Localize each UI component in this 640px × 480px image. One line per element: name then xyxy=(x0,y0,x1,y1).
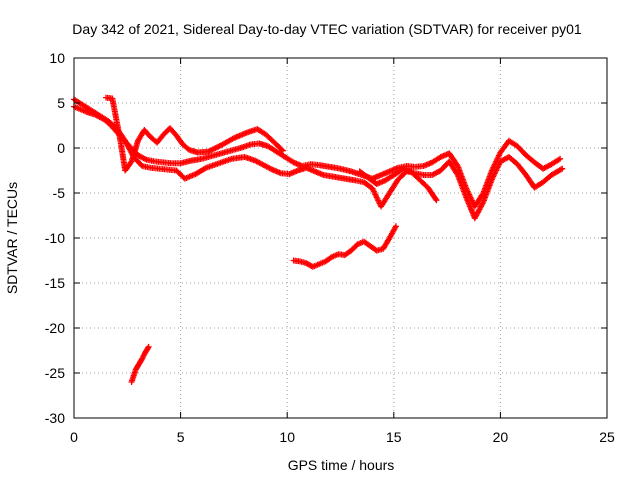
data-point-marker xyxy=(559,165,566,172)
y-tick-label: -15 xyxy=(45,275,65,291)
series-track-d xyxy=(290,223,399,270)
data-point-marker xyxy=(557,155,564,162)
x-tick-label: 20 xyxy=(493,429,509,445)
data-point-marker xyxy=(392,223,399,230)
axes: -30 -25 -20 -15 -10 -5 0 5 10 0 5 10 15 20 25 xyxy=(45,50,615,445)
y-tick-label: 0 xyxy=(57,140,65,156)
y-tick-label: -10 xyxy=(45,230,65,246)
series-track-b xyxy=(71,96,566,222)
y-tick-label: -20 xyxy=(45,320,65,336)
chart-title: Day 342 of 2021, Sidereal Day-to-day VTE… xyxy=(72,21,582,37)
y-tick-label: -5 xyxy=(53,185,66,201)
plot-frame xyxy=(73,57,608,419)
data-point-marker xyxy=(432,195,439,202)
data-point-marker xyxy=(278,146,285,153)
series-track-f xyxy=(356,166,440,204)
x-tick-label: 10 xyxy=(279,429,295,445)
y-tick-label: -25 xyxy=(45,365,65,381)
data-point-marker xyxy=(144,345,151,352)
plot-area xyxy=(71,94,566,385)
x-axis-title: GPS time / hours xyxy=(288,457,395,473)
series-track-e xyxy=(128,343,152,385)
data-point-marker xyxy=(433,197,440,204)
x-tick-label: 25 xyxy=(599,429,615,445)
y-tick-label: -30 xyxy=(45,410,65,426)
data-point-marker xyxy=(201,165,208,172)
y-tick-label: 5 xyxy=(57,95,65,111)
series-track-c xyxy=(102,94,286,174)
data-point-marker xyxy=(279,147,286,154)
x-tick-label: 5 xyxy=(177,429,185,445)
data-point-marker xyxy=(557,166,564,173)
x-tick-label: 15 xyxy=(386,429,402,445)
x-tick-label: 0 xyxy=(70,429,78,445)
y-tick-label: 10 xyxy=(49,50,65,66)
grid-lines xyxy=(74,58,607,418)
data-point-marker xyxy=(145,343,152,350)
y-axis-title: SDTVAR / TECUs xyxy=(4,182,20,294)
series-track-a xyxy=(71,103,564,210)
